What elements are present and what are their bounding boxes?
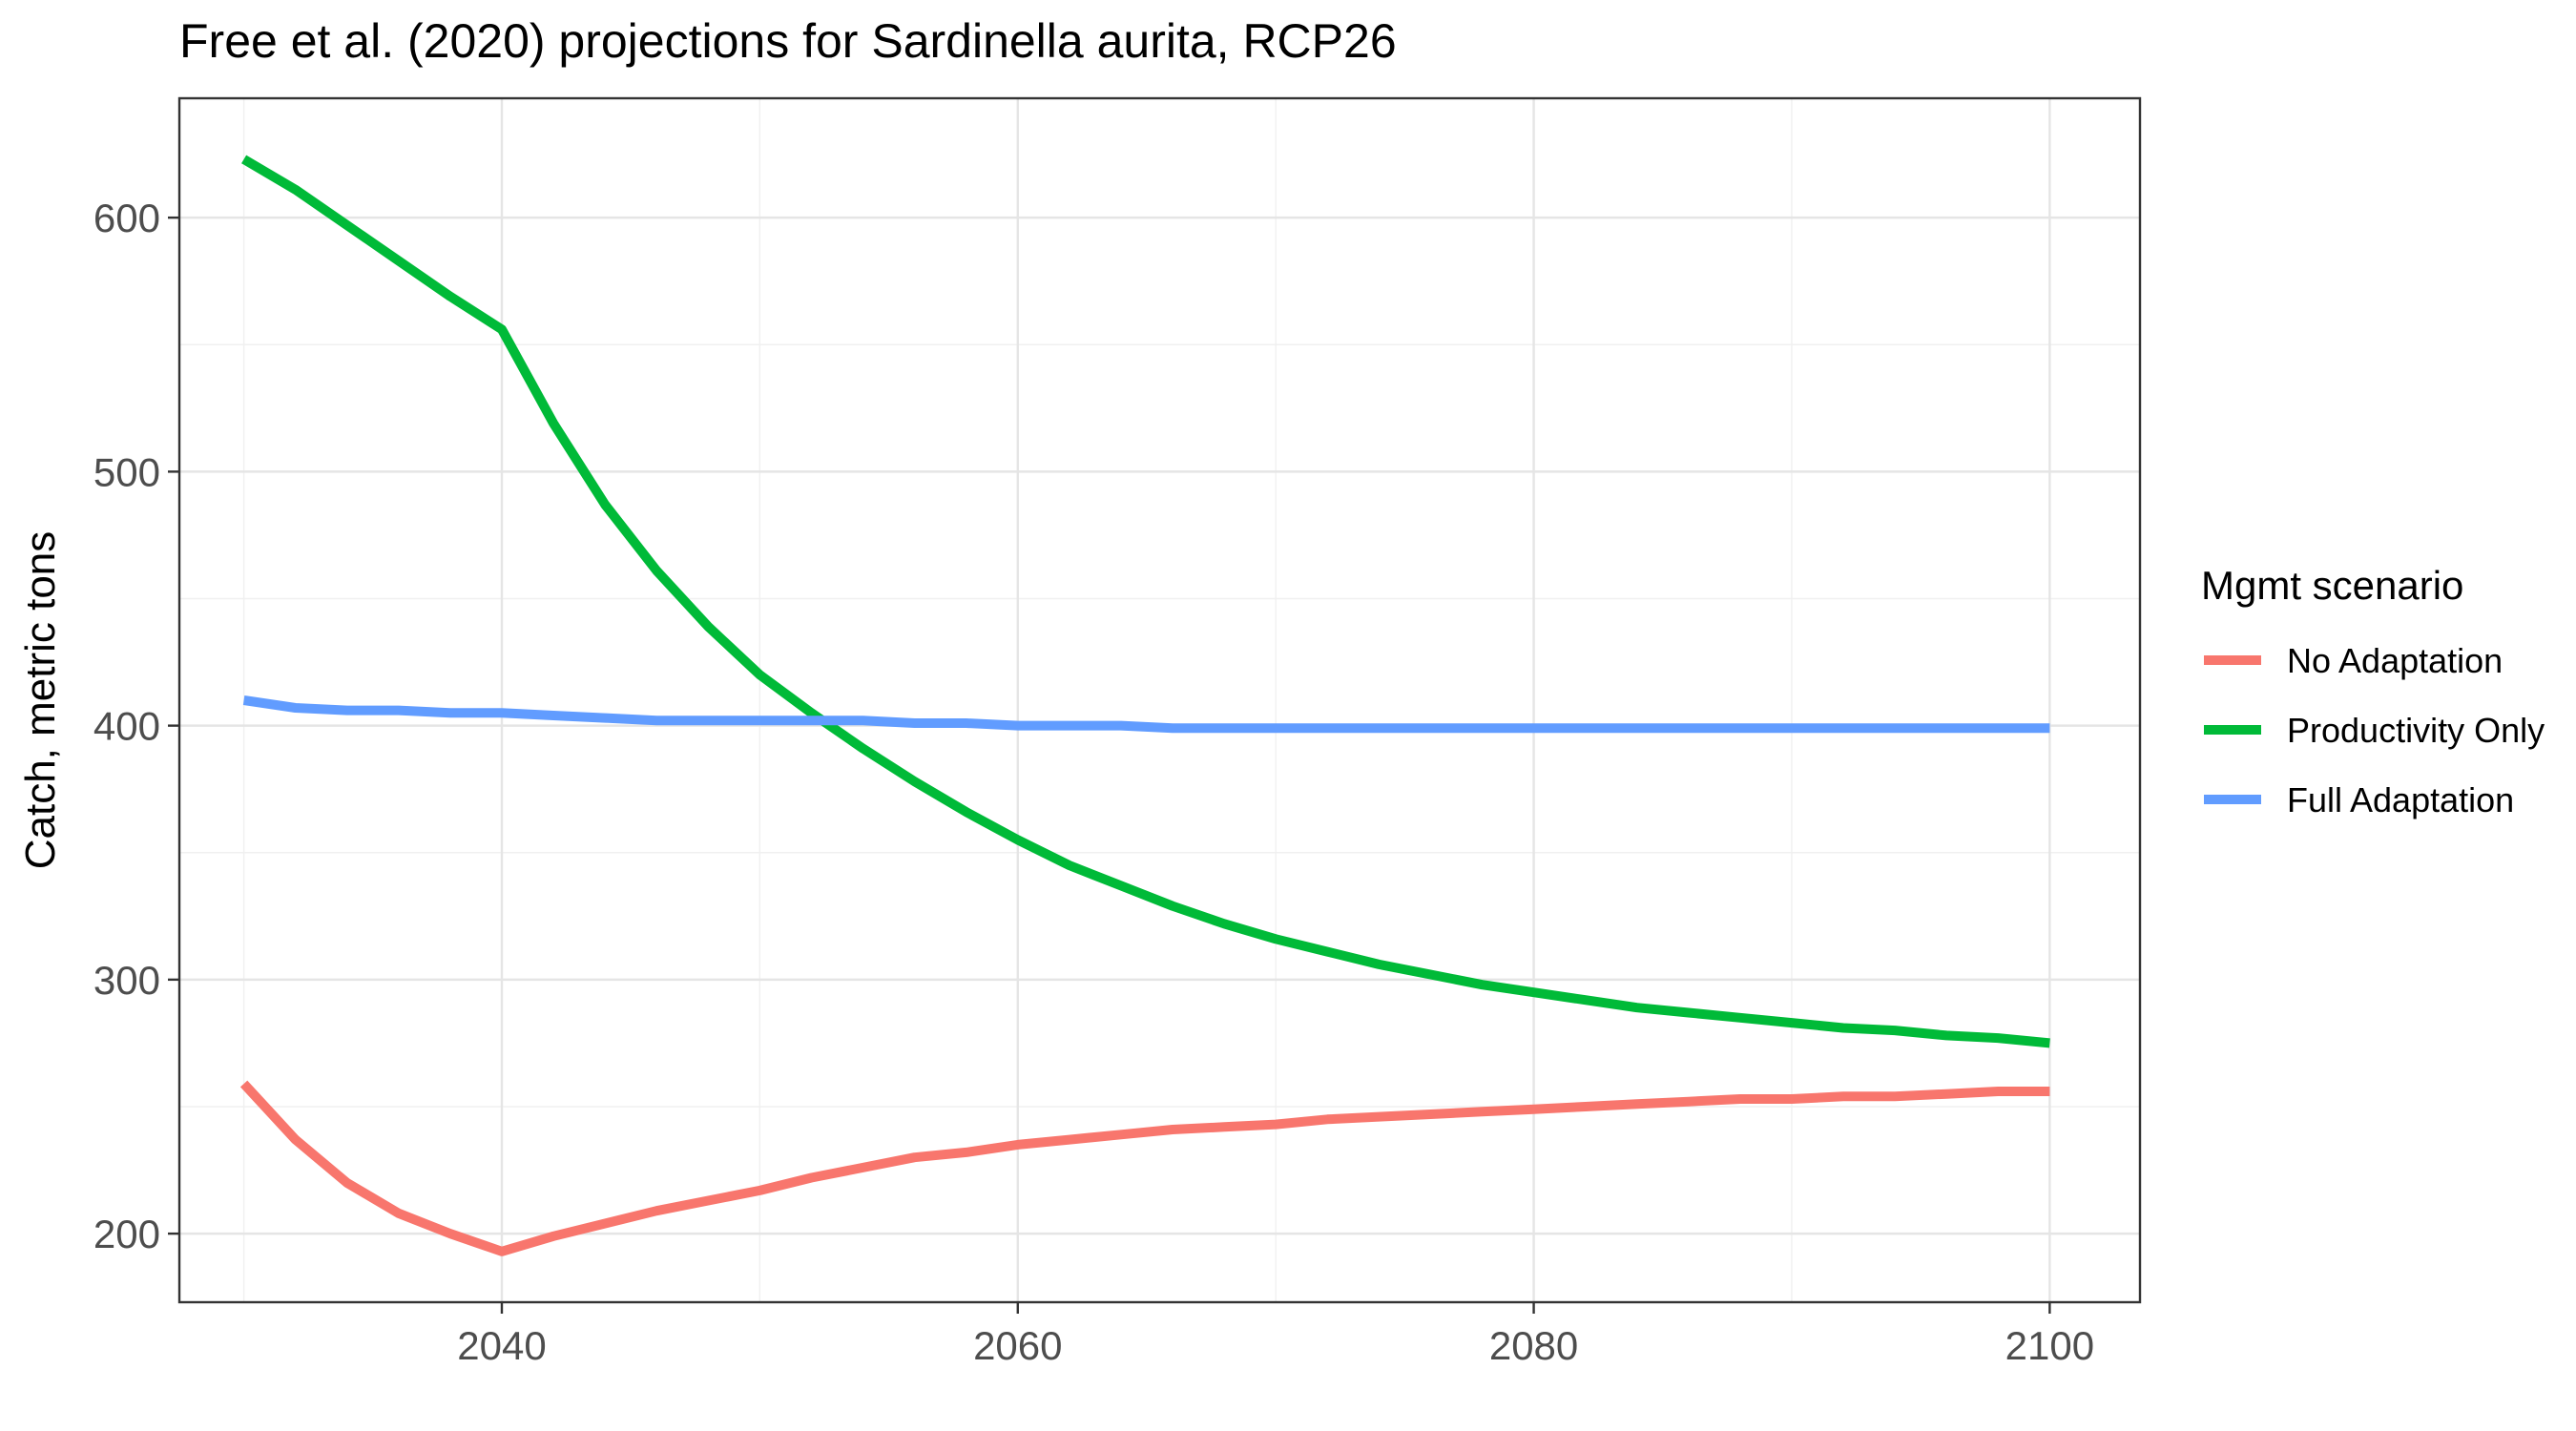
- grid-minor: [179, 98, 2140, 1302]
- legend-label-productivity-only: Productivity Only: [2287, 711, 2545, 750]
- chart-title: Free et al. (2020) projections for Sardi…: [179, 14, 1397, 68]
- legend: Mgmt scenario No Adaptation Productivity …: [2201, 563, 2545, 819]
- x-tick-label: 2080: [1489, 1323, 1578, 1368]
- series-layer: [239, 155, 2050, 1256]
- y-tick-label: 600: [93, 196, 160, 240]
- plot-background: [179, 98, 2140, 1302]
- y-tick-label: 200: [93, 1212, 160, 1256]
- x-tick-label: 2040: [457, 1323, 546, 1368]
- legend-label-no-adaptation: No Adaptation: [2287, 641, 2503, 680]
- y-axis-label: Catch, metric tons: [17, 531, 64, 870]
- series-line-productivity-only: [241, 155, 2050, 1048]
- x-axis: 2040 2060 2080 2100: [457, 1302, 2094, 1368]
- y-tick-label: 300: [93, 958, 160, 1003]
- y-axis: 200 300 400 500 600: [93, 196, 179, 1256]
- series-line-full-adaptation: [242, 695, 2050, 734]
- x-tick-label: 2100: [2005, 1323, 2094, 1368]
- x-tick-label: 2060: [973, 1323, 1062, 1368]
- y-tick-label: 500: [93, 449, 160, 494]
- y-tick-label: 400: [93, 704, 160, 749]
- legend-label-full-adaptation: Full Adaptation: [2287, 780, 2514, 819]
- legend-items: No Adaptation Productivity Only Full Adapt…: [2204, 641, 2545, 819]
- legend-title: Mgmt scenario: [2201, 563, 2463, 608]
- plot-border: [177, 96, 2142, 1304]
- series-line-no-adaptation: [239, 1080, 2050, 1256]
